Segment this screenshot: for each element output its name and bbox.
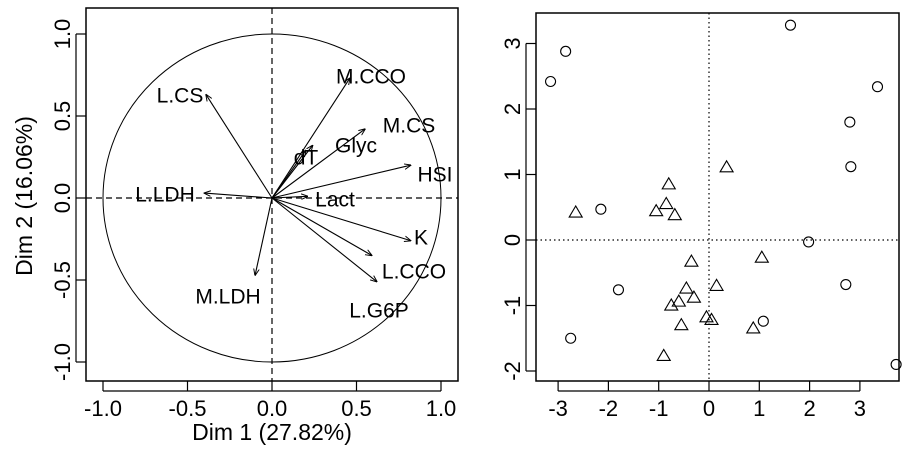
arrow-l-cs: [206, 95, 273, 199]
variable-label: HSI: [417, 164, 452, 187]
arrow-l-g6p: [271, 197, 377, 282]
triangle-point: [678, 280, 694, 294]
variable-label: L.CS: [157, 85, 204, 108]
variable-label: M.LDH: [195, 286, 260, 309]
circle-point: [840, 278, 852, 291]
variable-label: M.CCO: [336, 66, 406, 89]
circle-point: [560, 45, 572, 57]
variable-label: L.G6P: [349, 300, 409, 323]
circle-point: [871, 81, 884, 93]
triangle-point: [745, 320, 761, 334]
y-tick-label: -0.5: [50, 261, 75, 299]
arrow-l-ldh: [204, 193, 273, 199]
triangle-point: [667, 207, 683, 221]
y-tick-label: -1: [500, 296, 525, 316]
x-tick-label: -2: [599, 396, 619, 421]
triangle-point: [704, 312, 719, 326]
individuals-scatter-plot: -3 -2 -1 0 1 2 3 -2 -1 0 1 2 3: [500, 12, 902, 421]
arrow-m-cs: [271, 129, 365, 199]
arrow-hsi: [271, 165, 411, 199]
y-tick-label: 2: [500, 103, 525, 115]
arrow-lact: [271, 196, 307, 198]
x-tick-label: 3: [854, 396, 866, 421]
triangle-point: [656, 348, 672, 362]
left-x-axis-label: Dim 1 (27.82%): [192, 419, 352, 445]
triangle-point: [709, 278, 725, 291]
variables-factor-map: L.CS M.CCO M.CS dT Glyc HSI L.LDH Lact K L.CCO L.G…: [11, 7, 459, 445]
arrow-glyc: [271, 146, 313, 199]
y-tick-label: 0.5: [50, 101, 75, 132]
y-tick-label: 3: [500, 37, 525, 49]
left-y-axis-label: Dim 2 (16.06%): [11, 116, 37, 276]
arrow-l-cco: [271, 197, 372, 255]
x-tick-label: 1.0: [426, 396, 457, 421]
triangle-point: [719, 159, 735, 173]
triangle-point: [568, 204, 584, 218]
y-tick-label: 1: [500, 168, 525, 180]
left-x-axis: -1.0 -0.5 0.0 0.5 1.0: [84, 381, 456, 421]
circle-point: [845, 161, 857, 173]
triangle-point: [648, 203, 664, 217]
left-y-axis: -1.0 -0.5 0.0 0.5 1.0: [50, 19, 86, 381]
y-tick-label: 1.0: [50, 19, 75, 50]
circle-point: [784, 19, 797, 31]
x-tick-label: -1.0: [84, 396, 122, 421]
arrow-m-cco: [271, 78, 350, 199]
triangle-point: [658, 196, 674, 210]
triangle-point: [683, 254, 699, 267]
variable-label: Glyc: [335, 135, 377, 158]
triangle-point: [671, 293, 687, 307]
variable-label: M.CS: [383, 115, 436, 138]
circle-point: [565, 332, 577, 344]
x-tick-label: -3: [548, 396, 568, 421]
triangle-point: [663, 297, 679, 311]
y-tick-label: -1.0: [50, 343, 75, 381]
right-plot-frame: [535, 12, 900, 382]
variable-label: L.LDH: [135, 184, 195, 207]
x-tick-label: 0.0: [257, 396, 288, 421]
circle-point: [803, 236, 815, 248]
x-tick-label: 1: [753, 396, 765, 421]
variable-label: Lact: [315, 189, 355, 212]
x-tick-label: 2: [803, 396, 815, 421]
triangle-point: [686, 290, 702, 303]
y-tick-label: 0: [500, 234, 525, 246]
circle-point: [844, 116, 856, 128]
circle-point: [612, 284, 625, 296]
circle-point: [757, 315, 769, 327]
x-tick-label: 0: [703, 396, 715, 421]
variable-label: K: [414, 227, 428, 250]
variable-label: L.CCO: [382, 261, 446, 284]
y-tick-label: 0.0: [50, 183, 75, 214]
right-y-axis: -2 -1 0 1 2 3: [500, 37, 536, 381]
triangle-point: [661, 176, 677, 190]
triangle-point: [699, 309, 714, 323]
x-tick-label: 0.5: [341, 396, 372, 421]
arrow-k: [271, 197, 411, 241]
circle-point: [595, 203, 607, 215]
arrow-m-ldh: [255, 197, 273, 275]
variable-label: dT: [294, 147, 319, 170]
x-tick-label: -0.5: [169, 396, 207, 421]
right-x-axis: -3 -2 -1 0 1 2 3: [548, 381, 866, 421]
circle-point: [545, 75, 557, 88]
triangle-point: [673, 317, 689, 331]
x-tick-label: -1: [649, 396, 669, 421]
triangle-point: [754, 250, 770, 263]
circle-point: [890, 358, 902, 371]
y-tick-label: -2: [500, 361, 525, 381]
